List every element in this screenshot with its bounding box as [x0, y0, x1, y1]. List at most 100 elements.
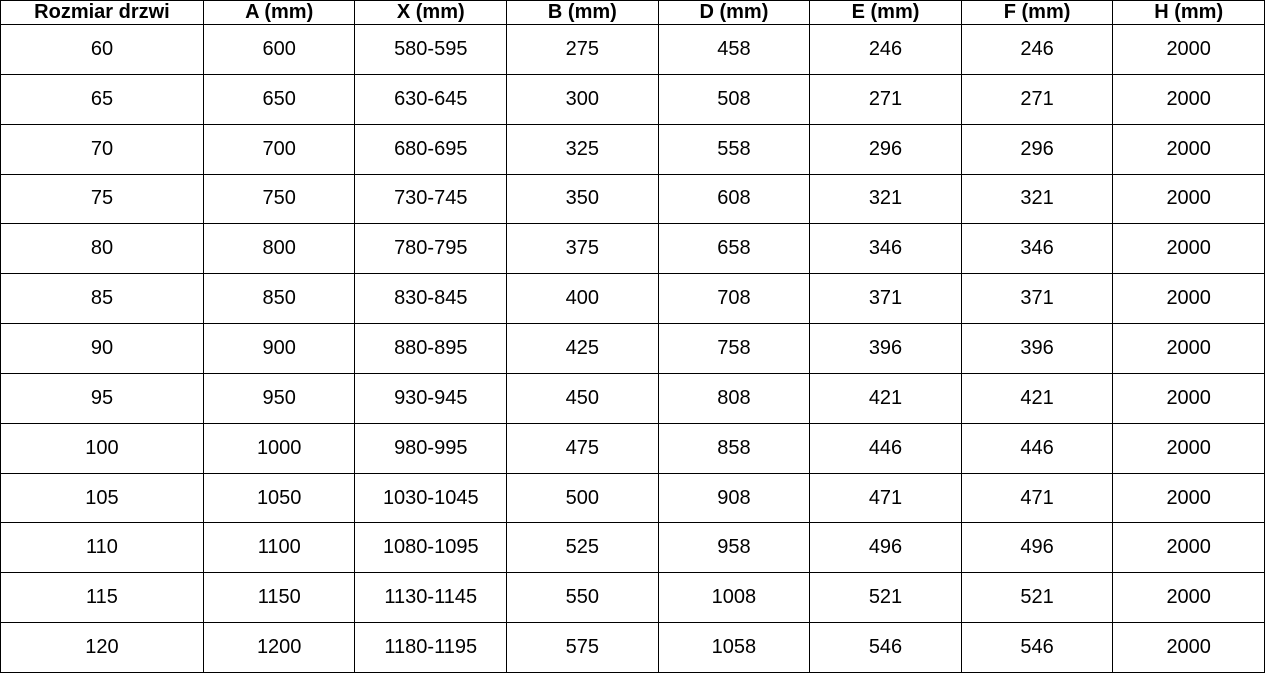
table-cell: 421: [960, 372, 1114, 424]
table-cell: 346: [809, 223, 962, 275]
table-cell: 321: [960, 173, 1114, 225]
column-header: X (mm): [354, 0, 508, 25]
table-cell: 85: [0, 273, 204, 325]
table-cell: 658: [657, 223, 811, 275]
table-cell: 1058: [657, 622, 811, 673]
table-cell: 680-695: [354, 123, 508, 175]
table-cell: 508: [657, 73, 811, 125]
table-cell: 2000: [1112, 223, 1265, 275]
table-cell: 608: [657, 173, 811, 225]
table-cell: 1100: [202, 522, 356, 574]
table-row: 90 900 880-895 425 758 396 396 2000: [0, 323, 1265, 374]
table-row: 80 800 780-795 375 658 346 346 2000: [0, 223, 1265, 275]
table-cell: 2000: [1112, 173, 1265, 225]
table-cell: 730-745: [354, 173, 508, 225]
table-cell: 300: [506, 73, 659, 125]
table-cell: 325: [506, 123, 659, 175]
table-cell: 446: [809, 422, 962, 474]
table-cell: 2000: [1112, 472, 1265, 524]
table-row: 75 750 730-745 350 608 321 321 2000: [0, 173, 1265, 225]
table-cell: 950: [202, 372, 356, 424]
column-header: A (mm): [202, 0, 356, 25]
table-cell: 271: [809, 73, 962, 125]
table-cell: 758: [657, 323, 811, 374]
table-cell: 400: [506, 273, 659, 325]
table-cell: 525: [506, 522, 659, 574]
column-header: B (mm): [506, 0, 659, 25]
table-row: 95 950 930-945 450 808 421 421 2000: [0, 372, 1265, 424]
table-cell: 396: [809, 323, 962, 374]
table-cell: 558: [657, 123, 811, 175]
table-cell: 100: [0, 422, 204, 474]
table-cell: 2000: [1112, 73, 1265, 125]
table-row: 85 850 830-845 400 708 371 371 2000: [0, 273, 1265, 325]
table-cell: 471: [809, 472, 962, 524]
table-cell: 630-645: [354, 73, 508, 125]
table-cell: 450: [506, 372, 659, 424]
column-header: F (mm): [960, 0, 1114, 25]
table-cell: 321: [809, 173, 962, 225]
column-header: H (mm): [1112, 0, 1265, 25]
table-row: 120 1200 1180-1195 575 1058 546 546 2000: [0, 622, 1265, 673]
table-cell: 1000: [202, 422, 356, 474]
table-cell: 496: [960, 522, 1114, 574]
table-cell: 60: [0, 24, 204, 75]
table-cell: 900: [202, 323, 356, 374]
table-cell: 850: [202, 273, 356, 325]
table-cell: 521: [960, 572, 1114, 624]
table-cell: 2000: [1112, 24, 1265, 75]
table-cell: 475: [506, 422, 659, 474]
column-header: Rozmiar drzwi: [0, 0, 204, 25]
table-cell: 275: [506, 24, 659, 75]
table-row: 70 700 680-695 325 558 296 296 2000: [0, 123, 1265, 175]
table-cell: 650: [202, 73, 356, 125]
table-cell: 458: [657, 24, 811, 75]
table-cell: 858: [657, 422, 811, 474]
table-cell: 830-845: [354, 273, 508, 325]
table-header: Rozmiar drzwi A (mm) X (mm) B (mm) D (mm) E (…: [0, 0, 1265, 25]
table-cell: 375: [506, 223, 659, 275]
table-cell: 1080-1095: [354, 522, 508, 574]
table-cell: 958: [657, 522, 811, 574]
table-cell: 246: [960, 24, 1114, 75]
table-cell: 95: [0, 372, 204, 424]
table-cell: 1180-1195: [354, 622, 508, 673]
table-row: 105 1050 1030-1045 500 908 471 471 2000: [0, 472, 1265, 524]
table-cell: 496: [809, 522, 962, 574]
table-cell: 296: [809, 123, 962, 175]
table-cell: 1008: [657, 572, 811, 624]
table-cell: 580-595: [354, 24, 508, 75]
table-row: 60 600 580-595 275 458 246 246 2000: [0, 24, 1265, 75]
table-cell: 346: [960, 223, 1114, 275]
table-row: 65 650 630-645 300 508 271 271 2000: [0, 73, 1265, 125]
table-cell: 575: [506, 622, 659, 673]
table-cell: 1150: [202, 572, 356, 624]
table-cell: 2000: [1112, 522, 1265, 574]
table-cell: 446: [960, 422, 1114, 474]
table-cell: 750: [202, 173, 356, 225]
table-cell: 70: [0, 123, 204, 175]
header-row: Rozmiar drzwi A (mm) X (mm) B (mm) D (mm) E (…: [0, 0, 1265, 25]
table-cell: 1200: [202, 622, 356, 673]
table-cell: 700: [202, 123, 356, 175]
table-cell: 371: [960, 273, 1114, 325]
column-header: E (mm): [809, 0, 962, 25]
table-cell: 600: [202, 24, 356, 75]
table-cell: 350: [506, 173, 659, 225]
table-cell: 908: [657, 472, 811, 524]
table-cell: 65: [0, 73, 204, 125]
table-cell: 1130-1145: [354, 572, 508, 624]
table-cell: 1050: [202, 472, 356, 524]
table-cell: 808: [657, 372, 811, 424]
table-cell: 546: [960, 622, 1114, 673]
table-cell: 780-795: [354, 223, 508, 275]
table-row: 100 1000 980-995 475 858 446 446 2000: [0, 422, 1265, 474]
table-cell: 75: [0, 173, 204, 225]
table-cell: 246: [809, 24, 962, 75]
table-cell: 930-945: [354, 372, 508, 424]
table-row: 110 1100 1080-1095 525 958 496 496 2000: [0, 522, 1265, 574]
table-cell: 500: [506, 472, 659, 524]
table-cell: 550: [506, 572, 659, 624]
table-cell: 708: [657, 273, 811, 325]
table-row: 115 1150 1130-1145 550 1008 521 521 2000: [0, 572, 1265, 624]
